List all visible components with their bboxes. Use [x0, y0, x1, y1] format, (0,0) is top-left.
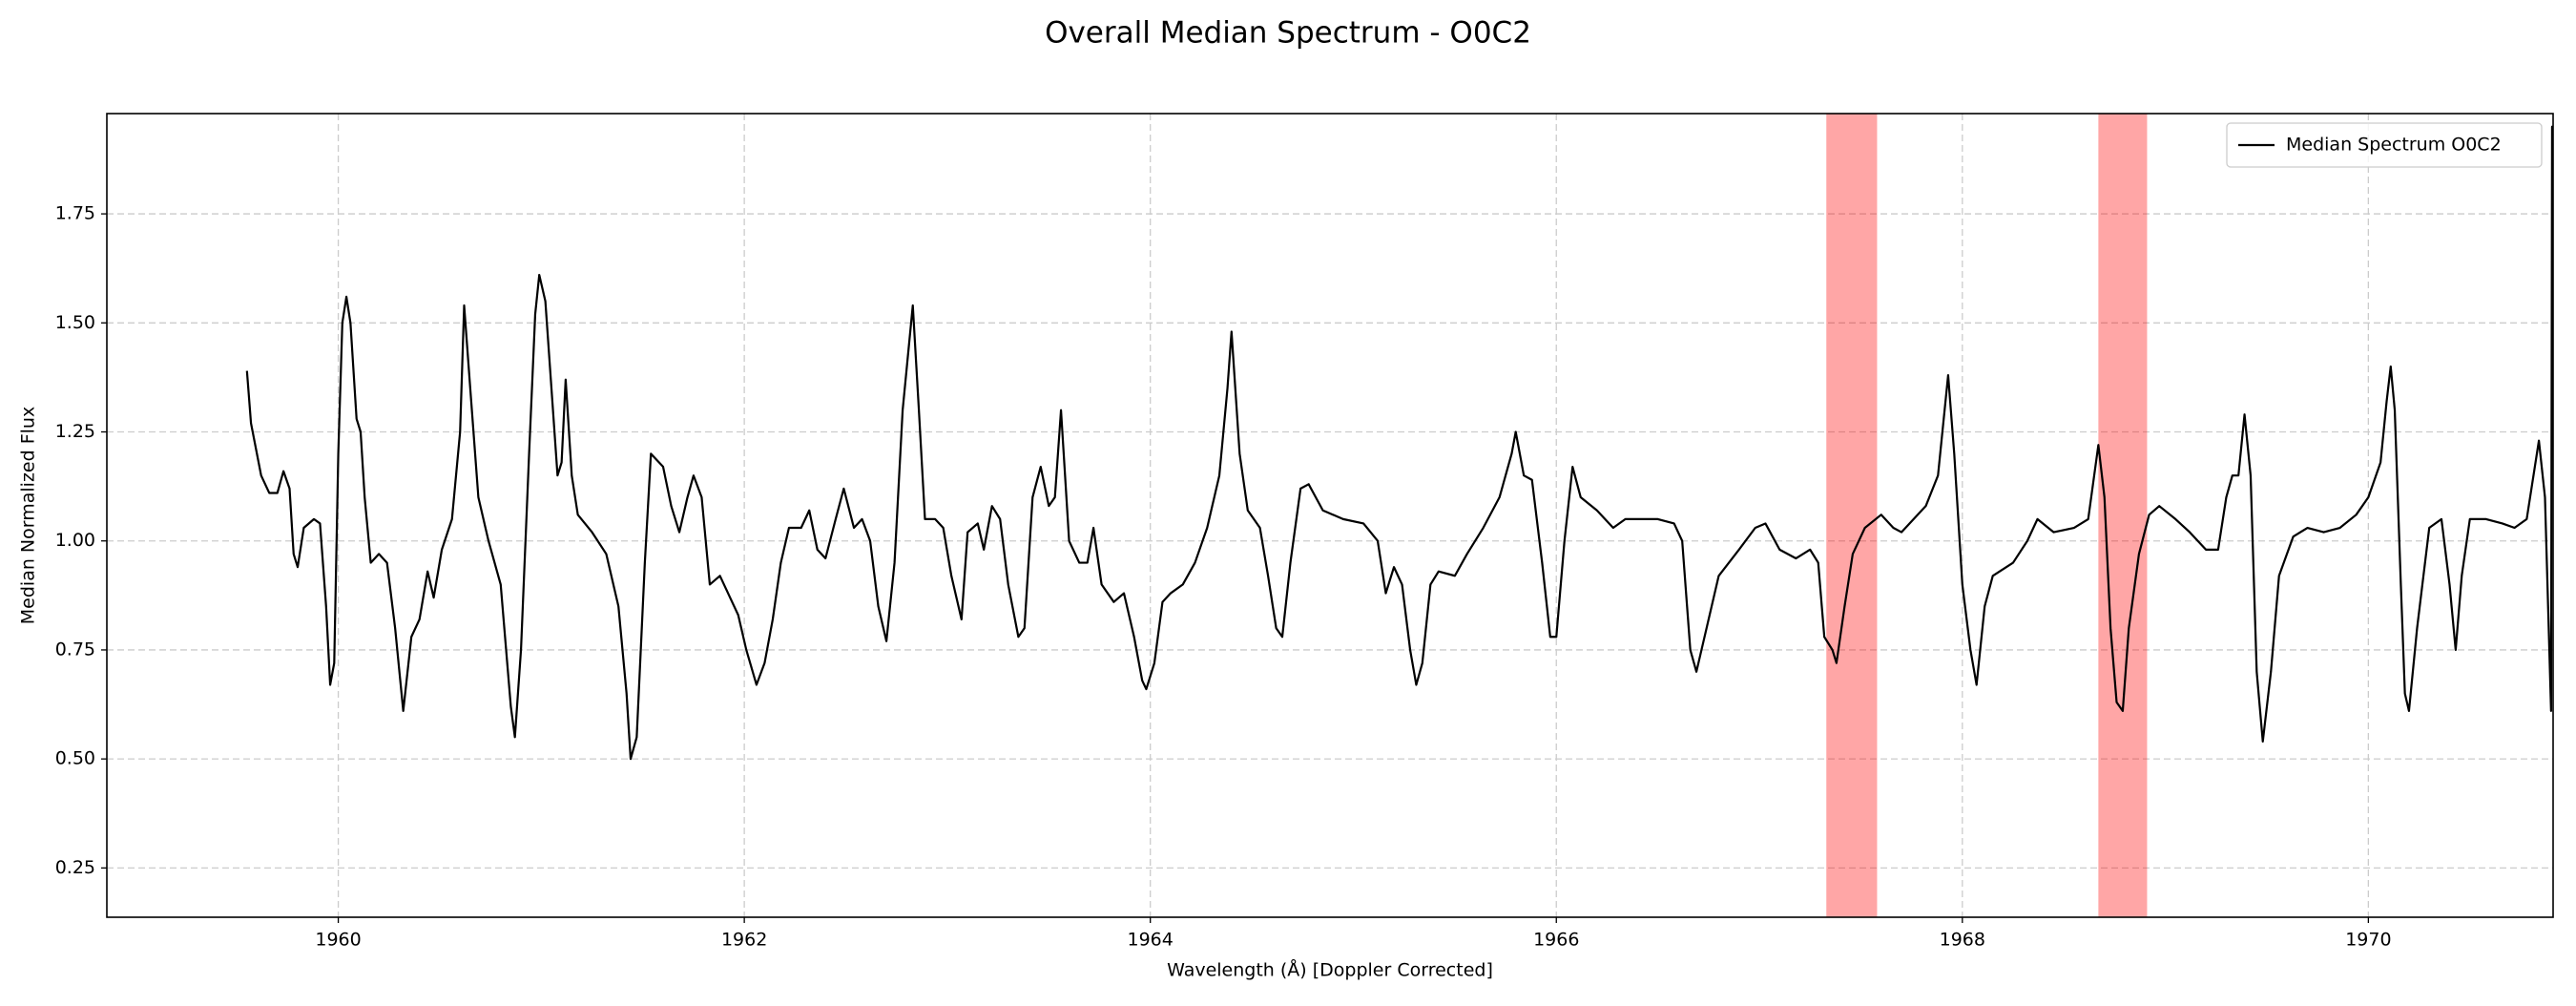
highlight-span: [1826, 114, 1878, 917]
legend-box: [2226, 122, 2543, 168]
x-tick-label: 1962: [721, 930, 767, 951]
y-tick-label: 0.25: [55, 857, 95, 878]
y-tick-label: 1.00: [55, 530, 95, 551]
y-tick-label: 0.75: [55, 639, 95, 660]
x-axis-label: Wavelength (Å) [Doppler Corrected]: [1167, 959, 1493, 981]
y-tick-label: 0.50: [55, 748, 95, 769]
x-tick-label: 1960: [315, 930, 361, 951]
x-tick-label: 1964: [1128, 930, 1174, 951]
x-tick-label: 1966: [1533, 930, 1579, 951]
y-tick-label: 1.75: [55, 203, 95, 224]
legend: Median Spectrum O0C2: [2226, 122, 2543, 168]
y-tick-label: 1.50: [55, 312, 95, 333]
highlight-span: [2098, 114, 2148, 917]
x-tick-label: 1968: [1940, 930, 1985, 951]
spectrum-line: [245, 125, 2553, 761]
plot-frame: [106, 113, 2554, 918]
y-tick-label: 1.25: [55, 421, 95, 442]
legend-label: Median Spectrum O0C2: [2286, 135, 2502, 156]
x-tick-label: 1970: [2345, 930, 2391, 951]
y-axis-label: Median Normalized Flux: [18, 407, 39, 624]
chart-title: Overall Median Spectrum - O0C2: [1045, 16, 1531, 51]
